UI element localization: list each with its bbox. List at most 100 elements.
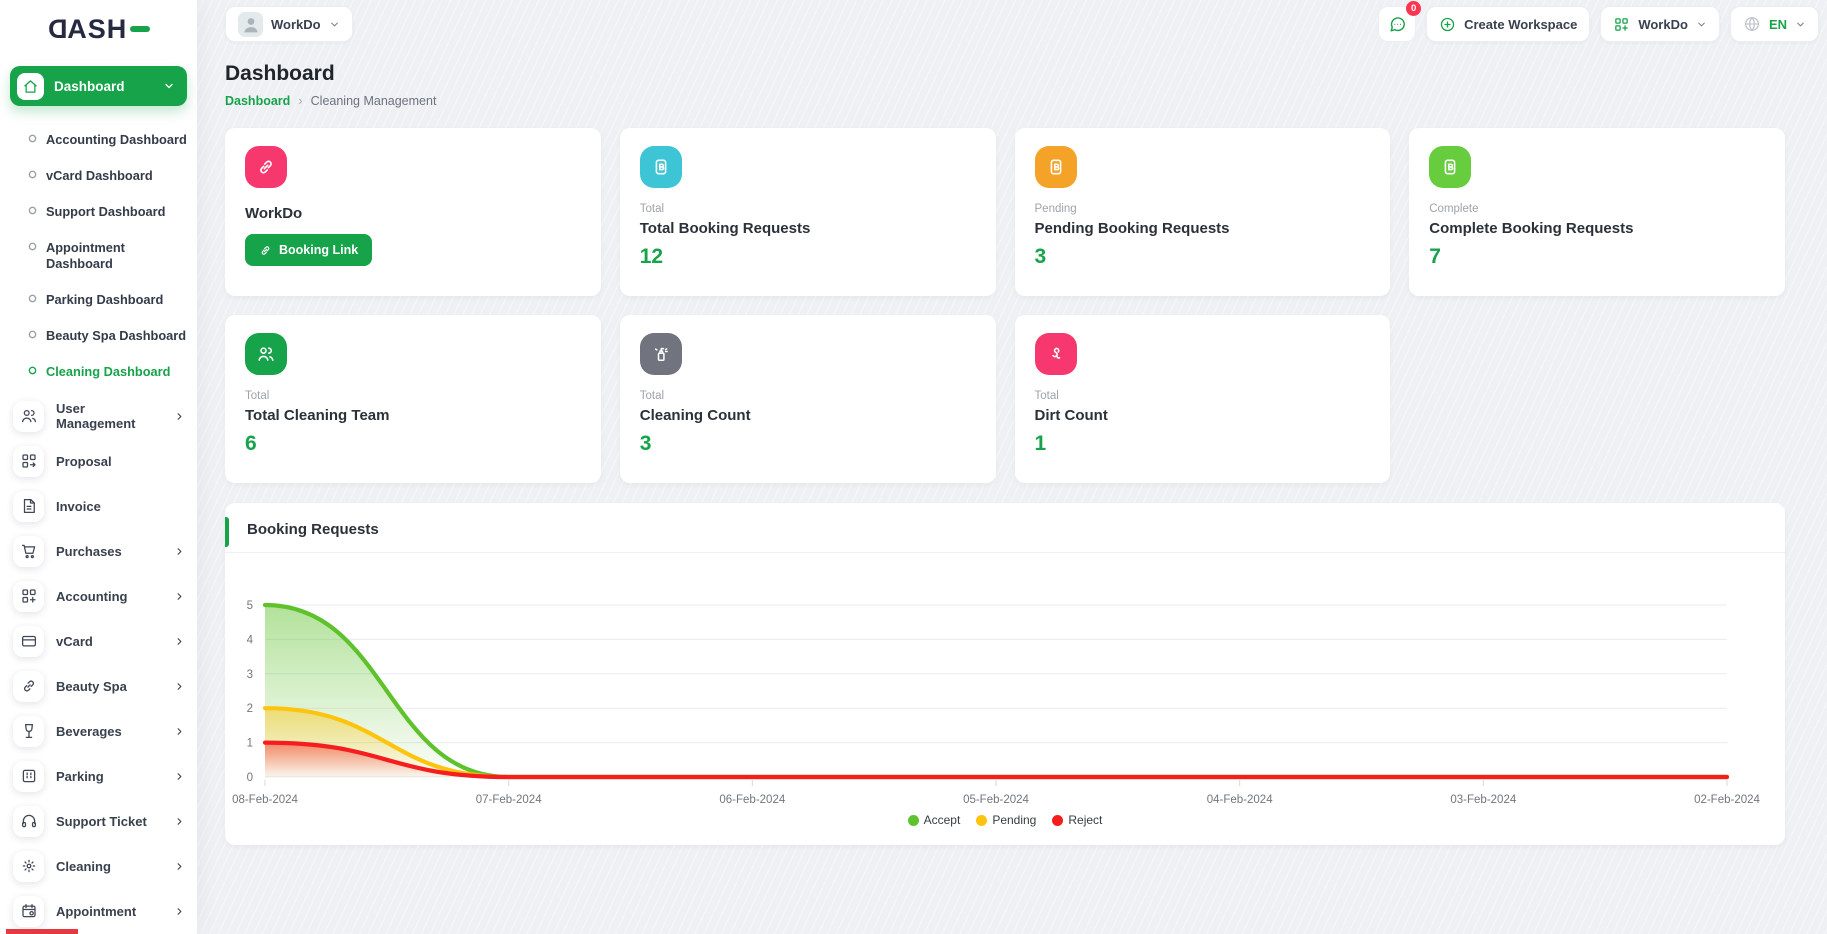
sidebar-subitem-parking-dashboard[interactable]: Parking Dashboard <box>0 282 197 318</box>
stat-title: Total Cleaning Team <box>245 407 390 424</box>
legend-dot <box>976 814 988 826</box>
chevron-right-icon <box>174 861 185 872</box>
stat-title: Cleaning Count <box>639 407 751 424</box>
svg-text:1: 1 <box>247 738 253 750</box>
stat-value: 6 <box>245 432 257 455</box>
booking-requests-chart: 0 1 2 3 4 5 08-Feb-2024 07-Feb-2024 06-Feb-2024 0… <box>232 600 1760 806</box>
page-title: Dashboard <box>225 62 335 85</box>
sidebar-menu: User Management Proposal Invoice Purchas… <box>0 394 197 934</box>
workspace-switcher[interactable]: WorkDo <box>1600 6 1720 42</box>
invoice-icon <box>23 499 35 514</box>
language-selector[interactable]: EN <box>1729 6 1819 42</box>
language-code: EN <box>1768 16 1787 32</box>
booking-icon <box>1034 146 1077 188</box>
sidebar-item-accounting[interactable]: Accounting <box>0 574 197 619</box>
users-icon <box>21 410 36 423</box>
sidebar-subitem-vcard-dashboard[interactable]: vCard Dashboard <box>0 158 197 194</box>
sidebar-subitem-support-dashboard[interactable]: Support Dashboard <box>0 194 197 230</box>
sidebar-item-invoice[interactable]: Invoice <box>0 484 197 529</box>
legend-item-pending[interactable]: Pending <box>976 813 1036 827</box>
sidebar-item-beverages[interactable]: Beverages <box>0 709 197 754</box>
globe-icon <box>1744 16 1759 32</box>
stat-kicker: Total <box>639 390 665 402</box>
sidebar-item-proposal[interactable]: Proposal <box>0 439 197 484</box>
legend-label: Accept <box>923 813 961 827</box>
svg-text:03-Feb-2024: 03-Feb-2024 <box>1450 794 1516 806</box>
avatar <box>243 18 258 33</box>
chart-legend: Accept Pending Reject <box>225 813 1785 827</box>
stat-card-cleaning-count: Total Cleaning Count 3 <box>619 315 996 483</box>
app-logo[interactable]: D ASH <box>0 0 197 58</box>
svg-text:3: 3 <box>247 669 253 681</box>
booking-requests-card: Booking Requests 0 1 2 3 4 5 08-Feb-2024 07-Feb… <box>225 503 1785 845</box>
spray-icon <box>639 333 682 375</box>
legend-label: Pending <box>992 813 1037 827</box>
stat-value: 3 <box>639 432 652 455</box>
sidebar-subitem-appointment-dashboard[interactable]: Appointment Dashboard <box>0 230 197 282</box>
user-workspace-pill[interactable]: WorkDo <box>225 6 353 42</box>
chevron-down-icon <box>1795 19 1806 30</box>
stat-card-total-bookings: Total Total Booking Requests 12 <box>619 128 996 296</box>
chevron-down-icon <box>163 80 175 92</box>
legend-item-reject[interactable]: Reject <box>1052 813 1102 827</box>
messages-badge: 0 <box>1406 1 1422 16</box>
sidebar-item-vcard[interactable]: vCard <box>0 619 197 664</box>
glass-icon <box>24 724 33 739</box>
circle-icon <box>28 170 37 179</box>
chevron-down-icon <box>1696 19 1707 30</box>
sidebar-item-beauty-spa[interactable]: Beauty Spa <box>0 664 197 709</box>
stat-value: 12 <box>639 245 664 268</box>
stat-title: Pending Booking Requests <box>1034 220 1230 237</box>
sidebar-subitem-beauty-spa-dashboard[interactable]: Beauty Spa Dashboard <box>0 318 197 354</box>
sidebar-item-parking[interactable]: Parking <box>0 754 197 799</box>
divider <box>225 552 1785 553</box>
workspace-name: WorkDo <box>271 16 321 32</box>
sidebar-item-appointment[interactable]: Appointment <box>0 889 197 934</box>
svg-text:5: 5 <box>247 600 253 612</box>
plus-circle-icon <box>1440 17 1455 31</box>
chevron-right-icon <box>174 591 185 602</box>
legend-item-accept[interactable]: Accept <box>907 813 961 827</box>
sidebar-item-dashboard[interactable]: Dashboard <box>10 66 187 106</box>
sidebar-item-cleaning[interactable]: Cleaning <box>0 844 197 889</box>
sidebar-item-purchases[interactable]: Purchases <box>0 529 197 574</box>
proposal-icon <box>21 454 36 469</box>
breadcrumb: Dashboard › Cleaning Management <box>225 93 1785 108</box>
booking-icon <box>1429 146 1472 188</box>
stat-value: 3 <box>1034 245 1047 268</box>
svg-text:2: 2 <box>247 703 253 715</box>
stat-title: Total Booking Requests <box>639 220 811 237</box>
booking-link-button[interactable]: Booking Link <box>245 234 373 266</box>
parking-icon <box>22 770 35 783</box>
circle-icon <box>28 134 37 143</box>
workdo-card-title: WorkDo <box>245 205 303 222</box>
stat-card-dirt-count: Total Dirt Count 1 <box>1014 315 1391 483</box>
sidebar-subitem-accounting-dashboard[interactable]: Accounting Dashboard <box>0 122 197 158</box>
chevron-right-icon <box>174 681 185 692</box>
legend-dot <box>1052 814 1064 826</box>
sidebar-item-support-ticket[interactable]: Support Ticket <box>0 799 197 844</box>
stat-kicker: Total <box>639 203 665 215</box>
link-icon <box>245 146 287 188</box>
stat-card-complete-bookings: Complete Complete Booking Requests 7 <box>1409 128 1785 296</box>
svg-text:4: 4 <box>247 634 254 646</box>
bottom-red-strip <box>6 929 78 934</box>
stat-value: 1 <box>1034 432 1047 455</box>
sidebar-dashboard-label: Dashboard <box>54 78 125 94</box>
sidebar: D ASH Dashboard Accounting Dashboard vCar… <box>0 0 197 934</box>
legend-label: Reject <box>1068 813 1103 827</box>
svg-text:0: 0 <box>247 772 253 784</box>
link-icon <box>23 680 34 692</box>
workdo-link-card: WorkDo Booking Link <box>225 128 601 296</box>
create-workspace-button[interactable]: Create Workspace <box>1426 6 1591 42</box>
link-icon <box>261 245 270 255</box>
svg-text:05-Feb-2024: 05-Feb-2024 <box>963 794 1029 806</box>
sidebar-item-user-management[interactable]: User Management <box>0 394 197 439</box>
home-icon <box>24 79 37 93</box>
svg-text:06-Feb-2024: 06-Feb-2024 <box>719 794 785 806</box>
messages-button[interactable]: 0 <box>1378 1 1422 42</box>
chevron-right-icon <box>174 816 185 827</box>
stat-kicker: Total <box>1034 390 1059 402</box>
breadcrumb-dashboard-link[interactable]: Dashboard <box>225 93 291 108</box>
sidebar-subitem-cleaning-dashboard[interactable]: Cleaning Dashboard <box>0 354 197 390</box>
